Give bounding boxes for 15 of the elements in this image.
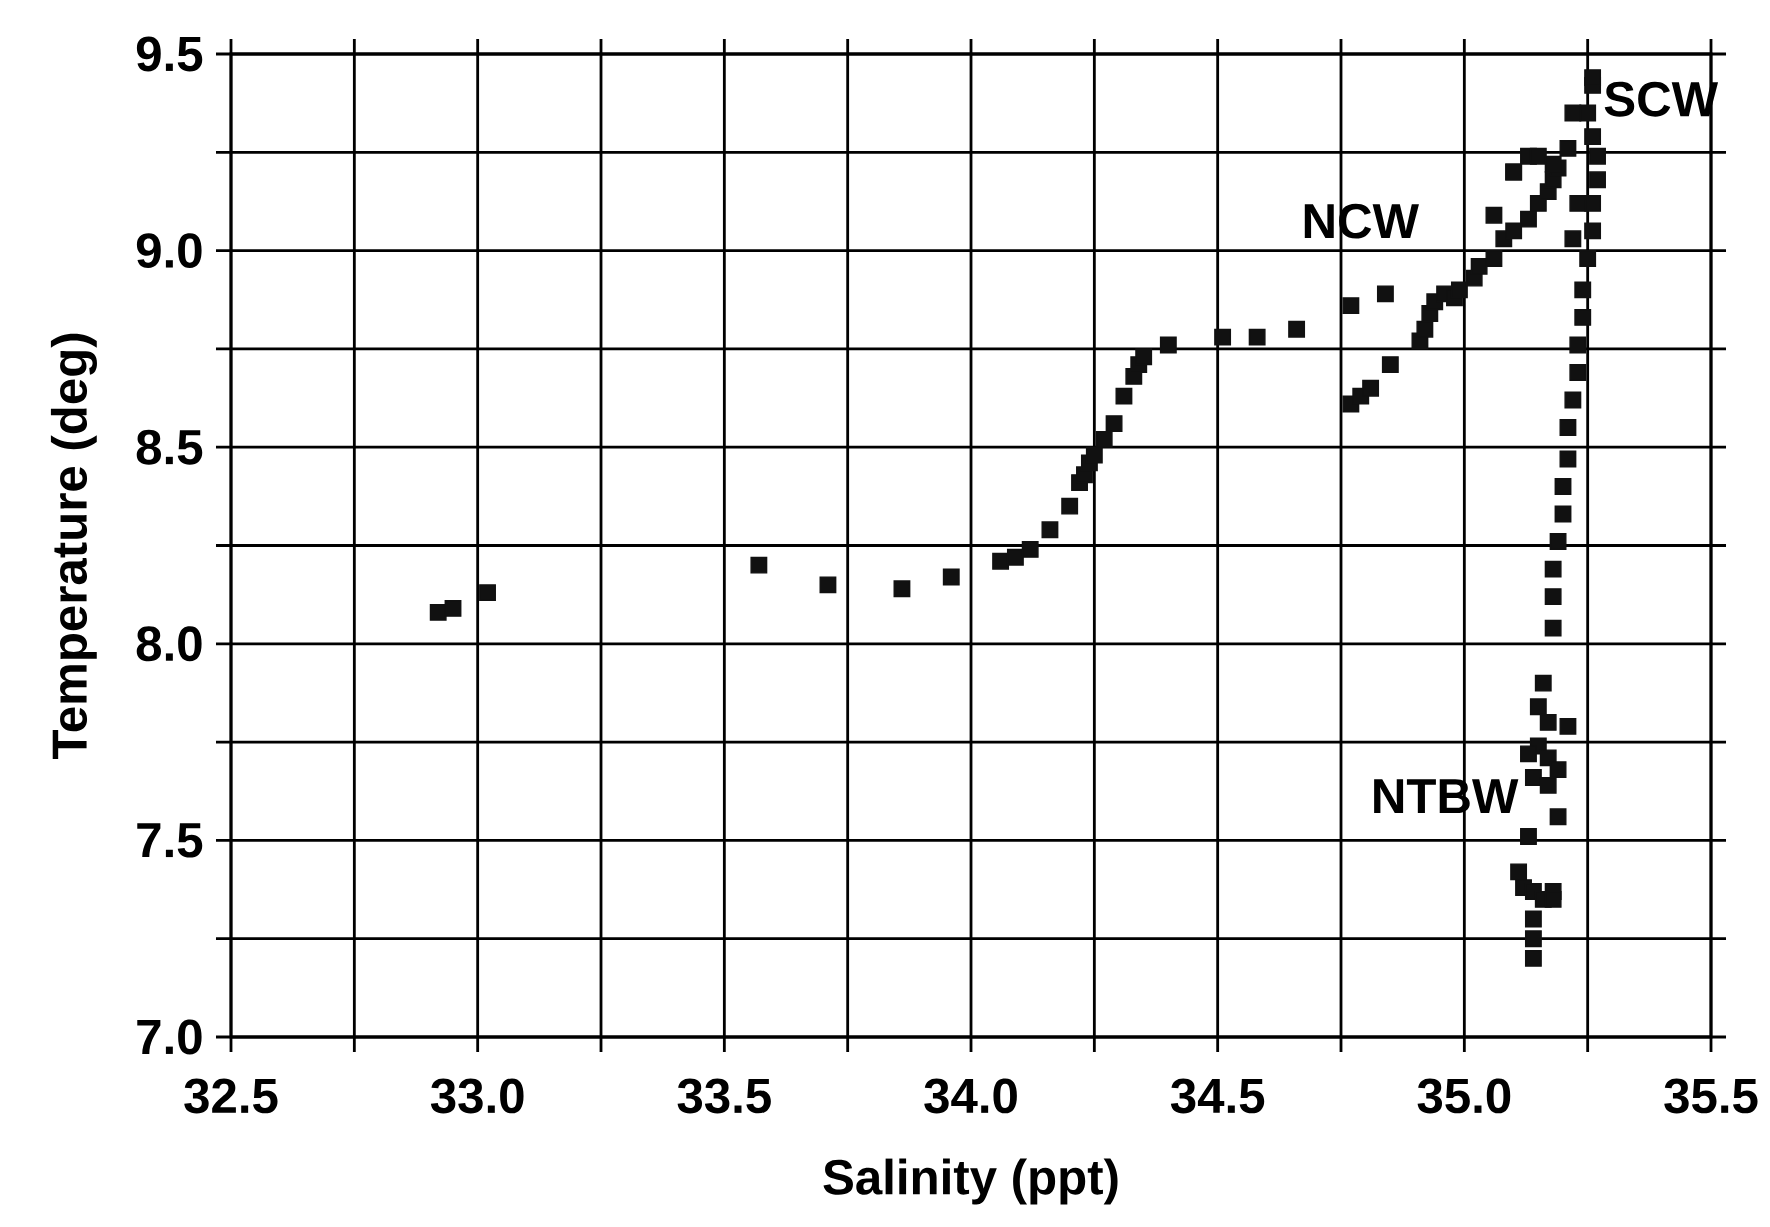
y-tick-label: 7.0 [137,1019,202,1055]
x-tick-label: 34.0 [924,1078,1017,1114]
x-tick-label: 33.0 [430,1078,524,1114]
y-tick-label: 9.0 [136,233,202,269]
y-tick-label: 8.0 [136,626,202,662]
x-tick-label: 34.5 [1170,1078,1265,1114]
y-tick-label: 8.5 [136,429,203,465]
x-axis-title: Salinity (ppt) [823,1158,1118,1205]
x-tick-label: 33.5 [677,1078,771,1114]
y-tick-label: 7.5 [137,823,203,858]
x-tick-label: 32.5 [184,1078,278,1114]
y-axis-title: Temperature (deg) [50,333,97,760]
y-tick-label: 9.5 [136,36,203,72]
x-tick-label: 35.0 [1417,1078,1511,1114]
x-tick-label: 35.5 [1664,1078,1758,1114]
